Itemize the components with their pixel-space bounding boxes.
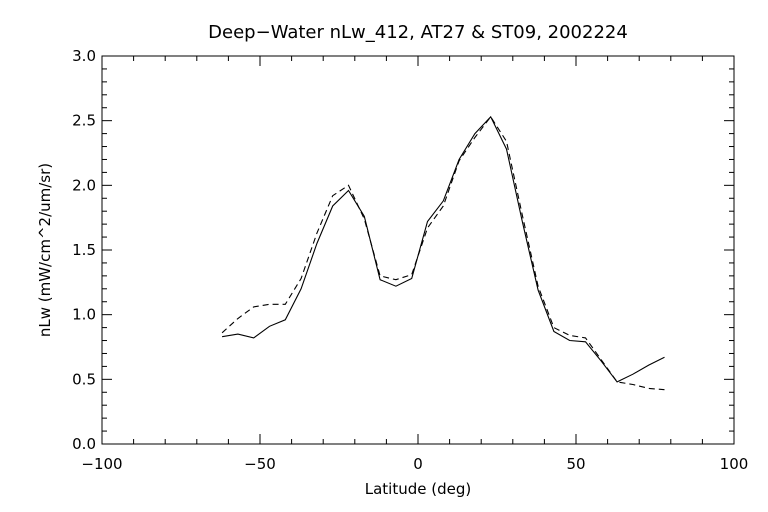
y-tick-label: 2.0 [72, 176, 96, 194]
y-axis-label: nLw (mW/cm^2/um/sr) [36, 163, 54, 337]
x-tick-label: 50 [566, 455, 585, 473]
x-tick-label: 0 [413, 455, 423, 473]
y-tick-label: 2.5 [72, 112, 96, 130]
x-axis-label: Latitude (deg) [365, 480, 471, 498]
series-line-dashed [221, 115, 665, 391]
series-line-solid [222, 115, 665, 383]
x-tick-label: −100 [81, 455, 122, 473]
y-tick-label: 1.0 [72, 306, 96, 324]
y-tick-label: 1.5 [72, 241, 96, 259]
chart-title: Deep−Water nLw_412, AT27 & ST09, 2002224 [208, 22, 628, 43]
y-tick-label: 0.5 [72, 370, 96, 388]
x-tick-label: −50 [244, 455, 276, 473]
y-tick-label: 0.0 [72, 435, 96, 453]
x-tick-label: 100 [720, 455, 749, 473]
y-tick-label: 3.0 [72, 47, 96, 65]
